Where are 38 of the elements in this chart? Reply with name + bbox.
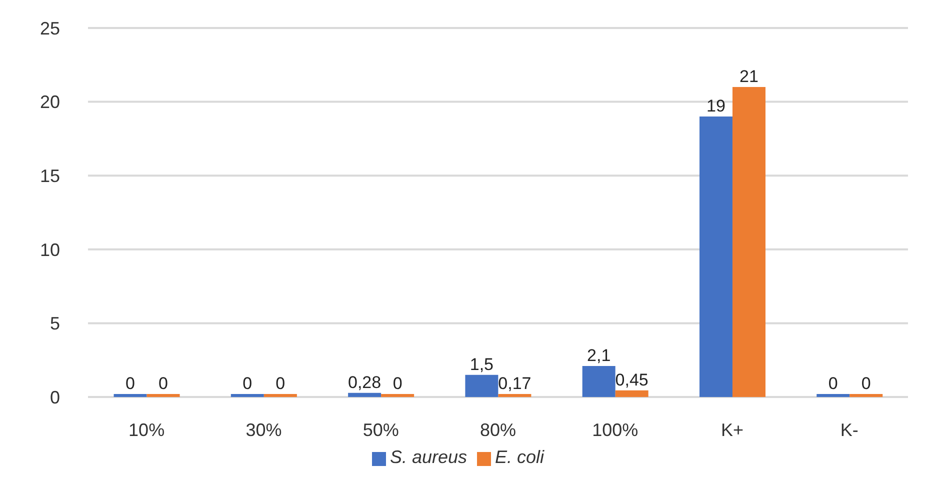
- bar: [264, 394, 297, 397]
- data-label: 0: [861, 374, 871, 393]
- bar: [699, 116, 732, 397]
- data-label: 0: [392, 374, 402, 393]
- x-tick-label: 10%: [128, 420, 165, 440]
- x-tick-label: 100%: [592, 420, 638, 440]
- bar: [850, 394, 883, 397]
- data-label: 2,1: [587, 346, 611, 366]
- y-tick-label: 15: [40, 166, 60, 186]
- data-label: 0: [158, 374, 168, 393]
- bar: [381, 394, 414, 397]
- x-tick-label: 30%: [246, 420, 282, 440]
- y-tick-label: 5: [50, 314, 60, 334]
- bar: [732, 87, 766, 397]
- x-tick-label: K-: [840, 420, 858, 440]
- legend-label: S. aureus: [390, 447, 467, 467]
- data-label: 0: [242, 374, 252, 393]
- data-label: 21: [740, 67, 758, 86]
- bar: [114, 394, 147, 397]
- y-tick-label: 10: [40, 240, 60, 260]
- bar: [230, 394, 264, 397]
- bar: [816, 394, 850, 397]
- x-tick-label: 50%: [362, 420, 399, 440]
- data-label: 0: [276, 374, 286, 393]
- data-label: 0,45: [615, 370, 648, 390]
- bar: [146, 394, 180, 397]
- data-label: 0,28: [348, 372, 382, 392]
- data-label: 1,5: [470, 354, 494, 374]
- data-label: 0: [828, 374, 838, 393]
- data-label: 0,17: [498, 374, 532, 393]
- x-tick-label: K+: [721, 420, 744, 440]
- y-tick-label: 25: [40, 18, 60, 38]
- x-tick-label: 80%: [480, 420, 516, 440]
- data-label: 0: [126, 374, 136, 393]
- legend-label: E. coli: [495, 447, 544, 467]
- data-label: 19: [706, 96, 726, 116]
- y-tick-label: 0: [50, 387, 60, 408]
- y-tick-label: 20: [40, 92, 60, 112]
